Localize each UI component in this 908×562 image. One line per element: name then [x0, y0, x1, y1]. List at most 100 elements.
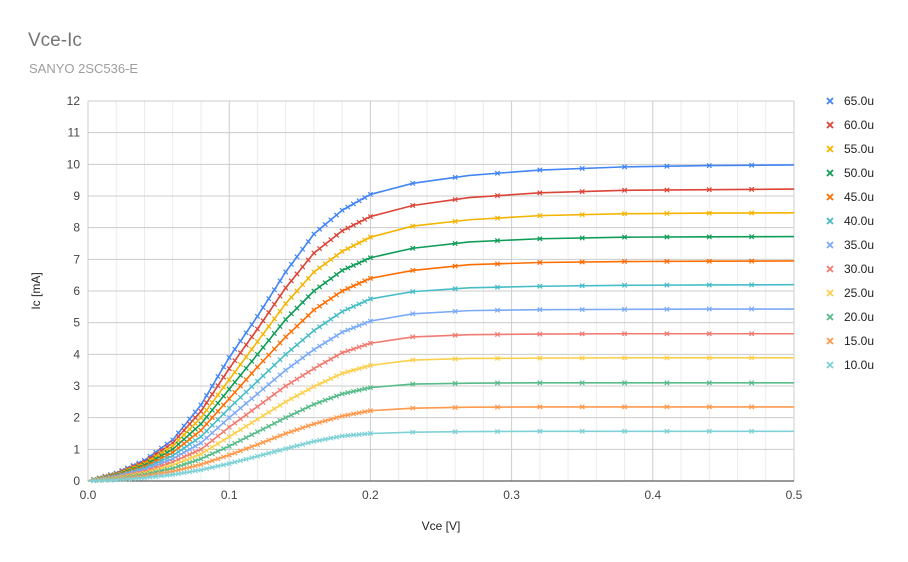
data-point	[322, 397, 328, 403]
data-point	[181, 454, 187, 460]
data-point	[181, 458, 187, 464]
data-point	[260, 344, 266, 350]
data-point	[537, 236, 543, 242]
data-point	[345, 369, 351, 375]
data-point	[215, 448, 221, 454]
data-point	[339, 228, 345, 234]
data-point	[339, 267, 345, 274]
data-point	[209, 451, 215, 457]
data-point	[260, 413, 266, 419]
data-point	[203, 428, 210, 434]
data-point	[537, 259, 543, 266]
data-point	[187, 455, 193, 462]
data-point	[254, 378, 261, 384]
data-point	[266, 309, 272, 316]
data-point	[232, 379, 238, 385]
data-point	[299, 282, 306, 288]
data-point	[226, 460, 232, 467]
data-point	[260, 358, 266, 364]
data-point	[283, 383, 289, 389]
data-point	[209, 407, 215, 413]
data-point	[260, 386, 266, 392]
data-point	[124, 476, 131, 482]
data-point	[198, 408, 204, 414]
data-point	[362, 409, 368, 415]
legend-marker	[826, 121, 834, 129]
data-point	[328, 356, 334, 362]
data-point	[311, 346, 317, 353]
data-point	[254, 416, 261, 422]
data-point	[356, 431, 362, 438]
data-point	[494, 193, 501, 199]
data-point	[254, 364, 261, 370]
data-point	[579, 212, 585, 218]
data-point	[226, 396, 232, 402]
data-point	[102, 477, 108, 484]
data-point	[91, 478, 97, 484]
data-point	[494, 170, 501, 176]
data-point	[367, 384, 374, 391]
data-point	[367, 234, 374, 240]
data-point	[96, 477, 102, 484]
data-point	[266, 337, 272, 344]
data-point	[350, 283, 357, 289]
data-point	[266, 323, 272, 330]
data-point	[316, 226, 323, 232]
data-point	[266, 450, 272, 456]
data-point	[220, 462, 227, 468]
legend-marker	[826, 241, 834, 249]
legend-item: 30.0u	[826, 262, 874, 276]
data-point	[249, 432, 255, 438]
data-point	[175, 449, 181, 455]
data-point	[181, 445, 187, 451]
legend-item: 50.0u	[826, 166, 874, 180]
data-point	[537, 428, 543, 434]
data-point	[249, 444, 255, 450]
data-point	[277, 387, 283, 393]
data-point	[339, 207, 345, 213]
data-point	[283, 446, 289, 452]
data-point	[537, 355, 543, 361]
y-tick-label: 1	[73, 442, 80, 456]
data-point	[706, 282, 712, 288]
legend-item: 40.0u	[826, 214, 874, 228]
legend-label: 45.0u	[844, 190, 874, 204]
data-point	[203, 400, 210, 406]
data-point	[333, 212, 340, 218]
data-point	[187, 436, 193, 442]
data-point	[621, 164, 628, 170]
data-point	[410, 202, 416, 209]
y-tick-label: 5	[73, 316, 80, 330]
data-point	[220, 393, 227, 399]
data-point	[249, 370, 255, 376]
data-point	[452, 356, 458, 362]
x-tick-label: 0.5	[786, 488, 803, 502]
data-point	[237, 416, 244, 422]
data-point	[311, 231, 317, 237]
data-point	[328, 295, 334, 302]
data-point	[266, 367, 272, 374]
data-point	[215, 433, 221, 439]
data-point	[237, 350, 244, 356]
data-point	[664, 404, 670, 410]
data-point	[187, 460, 193, 466]
data-point	[749, 380, 755, 386]
data-point	[232, 358, 238, 364]
data-point	[203, 460, 210, 466]
data-point	[271, 406, 278, 412]
data-point	[288, 294, 294, 300]
data-point	[198, 467, 204, 473]
data-point	[271, 391, 278, 397]
data-point	[362, 431, 368, 437]
data-point	[232, 430, 238, 436]
data-point	[192, 468, 198, 474]
data-point	[113, 477, 119, 483]
data-point	[187, 431, 193, 437]
data-point	[271, 301, 278, 307]
data-point	[328, 435, 334, 441]
data-point	[322, 280, 328, 286]
y-axis-title: Ic [mA]	[29, 272, 43, 309]
data-point	[254, 441, 261, 448]
data-point	[249, 321, 255, 328]
data-point	[226, 443, 232, 449]
